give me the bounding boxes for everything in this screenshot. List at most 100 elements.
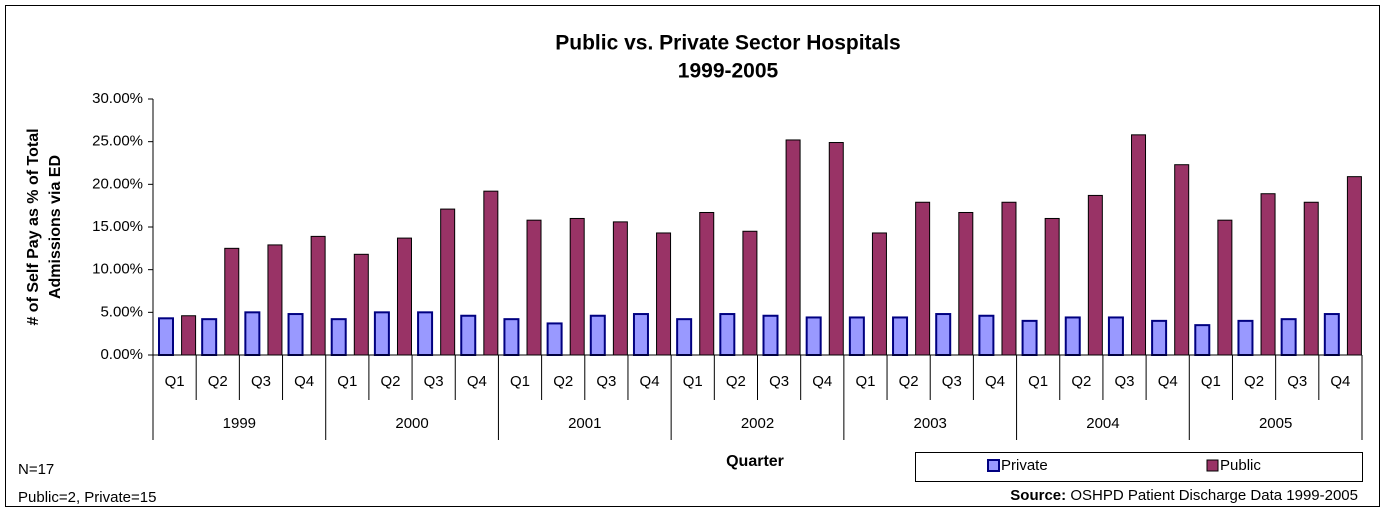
bar [935,313,952,357]
x-tick-label: Q2 [208,373,228,390]
bar [1174,164,1190,356]
x-tick-label: Q4 [294,373,314,390]
bar [1323,313,1340,357]
chart-title: Public vs. Private Sector Hospitals [555,32,900,55]
bar [656,232,672,356]
x-tick-label: Q1 [165,373,185,390]
bar [978,314,995,357]
bar [181,315,197,356]
x-tick-label: Q2 [1244,373,1264,390]
bar [526,219,542,356]
group-label: 2003 [914,415,947,432]
group-label: 2005 [1259,415,1292,432]
bar [1131,134,1147,356]
group-label: 1999 [223,415,256,432]
y-tick-label: 30.00% [92,90,143,107]
legend-swatch [1206,459,1219,472]
bar [158,317,174,357]
legend [915,452,1363,482]
bar [1303,201,1319,356]
x-tick-label: Q1 [337,373,357,390]
bar [892,316,909,357]
legend-swatch [987,459,1000,472]
group-label: 2004 [1086,415,1119,432]
y-axis-title: Admissions via ED [47,155,64,299]
source: Source: OSHPD Patient Discharge Data 199… [1010,487,1358,504]
bar [742,230,758,356]
bar [1001,201,1017,356]
y-tick-label: 20.00% [92,175,143,192]
y-tick-label: 25.00% [92,133,143,150]
bar [373,311,390,357]
x-tick-label: Q4 [812,373,832,390]
x-tick-label: Q4 [985,373,1005,390]
bar [699,211,715,356]
bar [1237,319,1254,357]
bar [201,318,218,357]
bar [676,318,693,357]
x-tick-label: Q3 [596,373,616,390]
bar [612,221,628,356]
bar [244,311,261,357]
y-tick-label: 15.00% [92,218,143,235]
y-axis-title: # of Self Pay as % of Total [25,128,42,325]
bar [396,237,412,356]
x-tick-label: Q1 [1028,373,1048,390]
source-label: Source: [1010,487,1066,504]
bar [1151,319,1168,357]
x-tick-label: Q2 [899,373,919,390]
x-tick-label: Q1 [1201,373,1221,390]
bar [569,217,585,356]
bar [1260,193,1276,356]
chart-subtitle: 1999-2005 [678,60,779,83]
group-label: 2002 [741,415,774,432]
bar [1107,316,1124,357]
bar [805,316,822,357]
note: Public=2, Private=15 [18,489,156,506]
bar [224,247,240,356]
x-tick-label: Q4 [1330,373,1350,390]
source-text: OSHPD Patient Discharge Data 1999-2005 [1070,487,1358,504]
x-tick-label: Q4 [467,373,487,390]
bar [1064,316,1081,357]
bar [719,313,736,357]
x-tick-label: Q3 [942,373,962,390]
bar [589,314,606,357]
bar [483,190,499,356]
x-tick-label: Q1 [510,373,530,390]
x-tick-label: Q3 [769,373,789,390]
x-tick-label: Q3 [1287,373,1307,390]
bar [310,235,326,356]
y-tick-label: 10.00% [92,261,143,278]
legend-label: Public [1220,457,1261,474]
x-tick-label: Q2 [553,373,573,390]
bar [871,232,887,356]
bar [1044,217,1060,356]
x-tick-label: Q4 [1158,373,1178,390]
legend-label: Private [1001,457,1048,474]
note: N=17 [18,461,54,478]
bar [353,253,369,356]
bar [1346,176,1362,356]
bar [1194,324,1211,356]
x-tick-label: Q3 [424,373,444,390]
bar [1021,319,1038,357]
bar [958,211,974,356]
bar [762,314,779,357]
x-axis-title: Quarter [726,453,784,470]
bar [848,316,865,357]
bar [915,201,931,356]
bar [1217,219,1233,356]
x-tick-label: Q2 [1071,373,1091,390]
bar [460,314,477,357]
x-tick-label: Q2 [726,373,746,390]
x-tick-label: Q1 [683,373,703,390]
x-tick-label: Q1 [855,373,875,390]
bar [417,311,434,357]
bar [546,322,563,356]
bar [267,244,283,356]
bar [440,208,456,356]
bar [785,139,801,356]
bar [1087,194,1103,356]
